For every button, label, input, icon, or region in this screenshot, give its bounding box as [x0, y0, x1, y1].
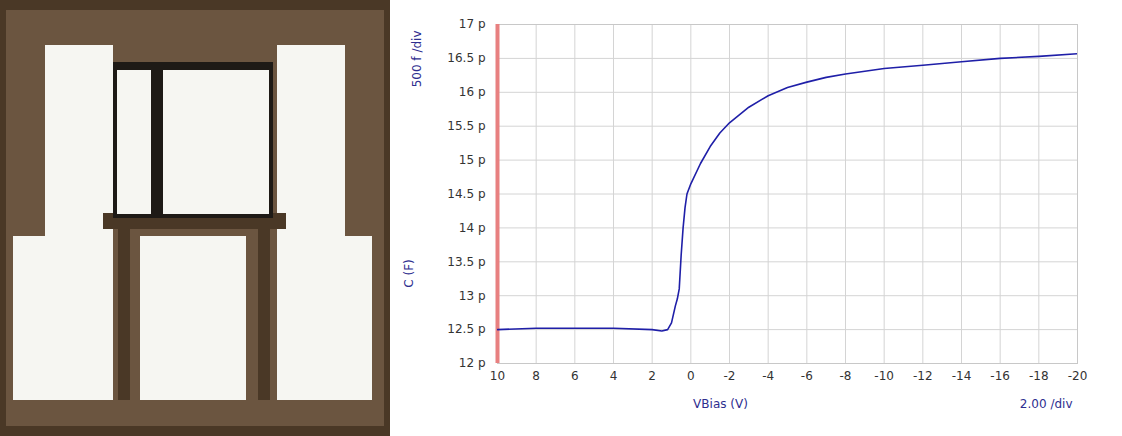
svg-text:-6: -6: [801, 369, 813, 383]
svg-text:-10: -10: [874, 369, 894, 383]
svg-text:VBias (V): VBias (V): [693, 397, 748, 411]
svg-text:15 p: 15 p: [459, 153, 486, 167]
svg-text:16.5 p: 16.5 p: [447, 51, 485, 65]
svg-text:8: 8: [532, 369, 540, 383]
svg-text:-18: -18: [1029, 369, 1049, 383]
svg-text:2.00 /div: 2.00 /div: [1020, 397, 1073, 411]
svg-text:2: 2: [648, 369, 656, 383]
svg-text:12 p: 12 p: [459, 356, 486, 370]
svg-text:15.5 p: 15.5 p: [447, 119, 485, 133]
svg-text:10: 10: [490, 369, 505, 383]
svg-text:-8: -8: [840, 369, 852, 383]
svg-text:0: 0: [687, 369, 695, 383]
svg-text:6: 6: [571, 369, 579, 383]
svg-text:13 p: 13 p: [459, 289, 486, 303]
svg-text:12.5 p: 12.5 p: [447, 322, 485, 336]
svg-text:-14: -14: [952, 369, 972, 383]
svg-text:500 f /div: 500 f /div: [410, 31, 424, 88]
svg-text:-20: -20: [1068, 369, 1088, 383]
svg-text:13.5 p: 13.5 p: [447, 255, 485, 269]
svg-text:-12: -12: [913, 369, 933, 383]
svg-text:-16: -16: [990, 369, 1010, 383]
svg-text:C (F): C (F): [402, 259, 416, 287]
svg-text:-4: -4: [762, 369, 774, 383]
svg-text:17 p: 17 p: [459, 17, 486, 31]
svg-text:-2: -2: [724, 369, 736, 383]
svg-text:14.5 p: 14.5 p: [447, 187, 485, 201]
svg-text:14 p: 14 p: [459, 221, 486, 235]
svg-text:16 p: 16 p: [459, 85, 486, 99]
svg-text:4: 4: [610, 369, 618, 383]
